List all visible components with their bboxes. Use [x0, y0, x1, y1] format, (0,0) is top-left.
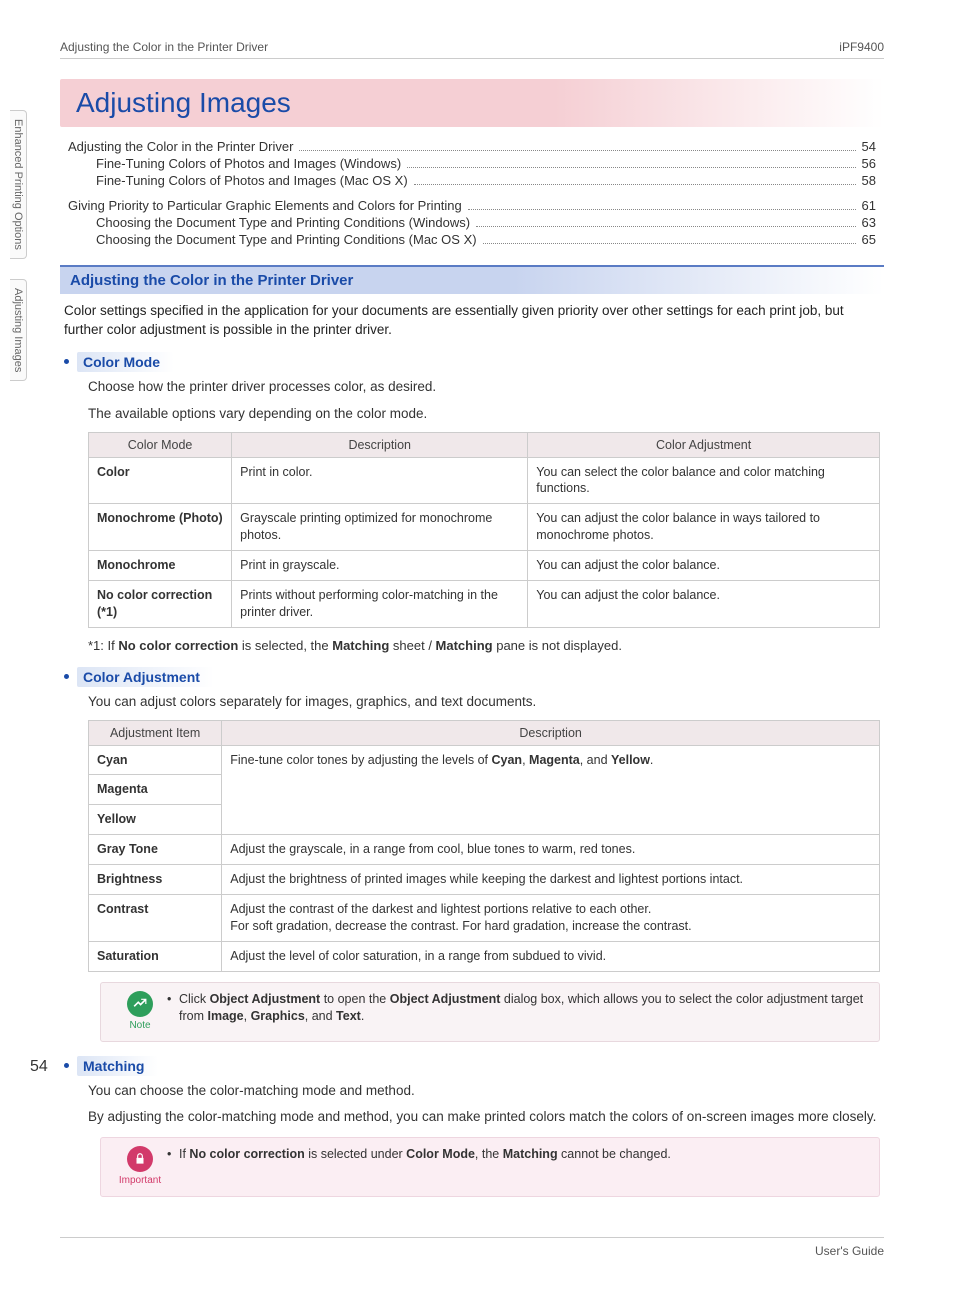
- table-header: Description: [222, 720, 880, 745]
- table-cell: Print in grayscale.: [232, 551, 528, 581]
- table-cell: Monochrome: [89, 551, 232, 581]
- page-header: Adjusting the Color in the Printer Drive…: [60, 40, 884, 59]
- table-cell: Brightness: [89, 865, 222, 895]
- table-row: SaturationAdjust the level of color satu…: [89, 941, 880, 971]
- table-cell: You can adjust the color balance.: [528, 551, 880, 581]
- table-header: Color Mode: [89, 432, 232, 457]
- color-adjustment-table: Adjustment ItemDescriptionCyanFine-tune …: [88, 720, 880, 972]
- note-text: Click Object Adjustment to open the Obje…: [167, 991, 867, 1026]
- table-cell: Grayscale printing optimized for monochr…: [232, 504, 528, 551]
- color-mode-desc1: Choose how the printer driver processes …: [88, 378, 880, 397]
- table-cell: Fine-tune color tones by adjusting the l…: [222, 745, 880, 835]
- bullet-icon: [64, 674, 69, 679]
- toc-page: 65: [862, 232, 876, 247]
- toc-dots: [414, 184, 856, 185]
- footer-text: User's Guide: [815, 1244, 884, 1258]
- sub-heading-color-mode: Color Mode: [64, 352, 880, 372]
- table-row: BrightnessAdjust the brightness of print…: [89, 865, 880, 895]
- sub-heading-color-adjustment: Color Adjustment: [64, 667, 880, 687]
- toc-label: Giving Priority to Particular Graphic El…: [68, 198, 462, 213]
- toc-dots: [483, 243, 856, 244]
- table-row: ContrastAdjust the contrast of the darke…: [89, 894, 880, 941]
- toc-dots: [476, 226, 855, 227]
- table-cell: Adjust the brightness of printed images …: [222, 865, 880, 895]
- table-row: No color correction (*1)Prints without p…: [89, 580, 880, 627]
- toc-entry[interactable]: Fine-Tuning Colors of Photos and Images …: [68, 173, 876, 188]
- toc-page: 63: [862, 215, 876, 230]
- toc-page: 56: [862, 156, 876, 171]
- note-callout: Note Click Object Adjustment to open the…: [100, 982, 880, 1042]
- toc-entry[interactable]: Choosing the Document Type and Printing …: [68, 215, 876, 230]
- toc-dots: [299, 150, 855, 151]
- matching-title: Matching: [77, 1056, 158, 1076]
- sub-heading-matching: Matching: [64, 1056, 880, 1076]
- table-row: MonochromePrint in grayscale.You can adj…: [89, 551, 880, 581]
- matching-desc2: By adjusting the color-matching mode and…: [88, 1108, 880, 1127]
- toc-entry[interactable]: Giving Priority to Particular Graphic El…: [68, 198, 876, 213]
- bullet-icon: [64, 359, 69, 364]
- main-title: Adjusting Images: [60, 79, 884, 127]
- table-cell: No color correction (*1): [89, 580, 232, 627]
- toc-label: Fine-Tuning Colors of Photos and Images …: [96, 156, 401, 171]
- bullet-icon: [64, 1063, 69, 1068]
- table-cell: Adjust the level of color saturation, in…: [222, 941, 880, 971]
- color-mode-footnote: *1: If No color correction is selected, …: [88, 638, 880, 653]
- toc-dots: [468, 209, 856, 210]
- toc-label: Choosing the Document Type and Printing …: [96, 232, 477, 247]
- important-callout: Important If No color correction is sele…: [100, 1137, 880, 1197]
- color-mode-desc2: The available options vary depending on …: [88, 405, 880, 424]
- toc-label: Fine-Tuning Colors of Photos and Images …: [96, 173, 408, 188]
- toc-label: Choosing the Document Type and Printing …: [96, 215, 470, 230]
- table-cell: You can adjust the color balance in ways…: [528, 504, 880, 551]
- section-intro: Color settings specified in the applicat…: [64, 302, 880, 340]
- color-mode-table: Color ModeDescriptionColor AdjustmentCol…: [88, 432, 880, 628]
- important-text: If No color correction is selected under…: [167, 1146, 671, 1164]
- table-cell: Magenta: [89, 775, 222, 805]
- toc-page: 58: [862, 173, 876, 188]
- table-header: Adjustment Item: [89, 720, 222, 745]
- table-cell: Gray Tone: [89, 835, 222, 865]
- table-cell: Yellow: [89, 805, 222, 835]
- note-icon: [127, 991, 153, 1017]
- note-label: Note: [113, 1019, 167, 1033]
- color-mode-title: Color Mode: [77, 352, 174, 372]
- table-cell: Print in color.: [232, 457, 528, 504]
- table-cell: Contrast: [89, 894, 222, 941]
- table-cell: Prints without performing color-matching…: [232, 580, 528, 627]
- table-cell: Monochrome (Photo): [89, 504, 232, 551]
- toc-dots: [407, 167, 855, 168]
- toc-entry[interactable]: Choosing the Document Type and Printing …: [68, 232, 876, 247]
- header-right: iPF9400: [839, 40, 884, 54]
- section-heading: Adjusting the Color in the Printer Drive…: [60, 265, 884, 294]
- important-label: Important: [113, 1174, 167, 1188]
- toc-entry[interactable]: Fine-Tuning Colors of Photos and Images …: [68, 156, 876, 171]
- page-content: Adjusting the Color in the Printer Drive…: [0, 0, 954, 1298]
- color-adjustment-desc: You can adjust colors separately for ima…: [88, 693, 880, 712]
- header-left: Adjusting the Color in the Printer Drive…: [60, 40, 268, 54]
- toc-page: 54: [862, 139, 876, 154]
- toc: Adjusting the Color in the Printer Drive…: [68, 139, 876, 247]
- important-icon: [127, 1146, 153, 1172]
- toc-page: 61: [862, 198, 876, 213]
- table-header: Color Adjustment: [528, 432, 880, 457]
- table-row: CyanFine-tune color tones by adjusting t…: [89, 745, 880, 775]
- table-cell: Adjust the contrast of the darkest and l…: [222, 894, 880, 941]
- table-cell: Cyan: [89, 745, 222, 775]
- color-adjustment-title: Color Adjustment: [77, 667, 214, 687]
- table-header: Description: [232, 432, 528, 457]
- table-row: Monochrome (Photo)Grayscale printing opt…: [89, 504, 880, 551]
- table-row: Gray ToneAdjust the grayscale, in a rang…: [89, 835, 880, 865]
- matching-desc1: You can choose the color-matching mode a…: [88, 1082, 880, 1101]
- table-cell: Color: [89, 457, 232, 504]
- table-cell: Saturation: [89, 941, 222, 971]
- table-row: ColorPrint in color.You can select the c…: [89, 457, 880, 504]
- table-cell: Adjust the grayscale, in a range from co…: [222, 835, 880, 865]
- page-footer: User's Guide: [60, 1237, 884, 1258]
- table-cell: You can select the color balance and col…: [528, 457, 880, 504]
- toc-label: Adjusting the Color in the Printer Drive…: [68, 139, 293, 154]
- toc-entry[interactable]: Adjusting the Color in the Printer Drive…: [68, 139, 876, 154]
- table-cell: You can adjust the color balance.: [528, 580, 880, 627]
